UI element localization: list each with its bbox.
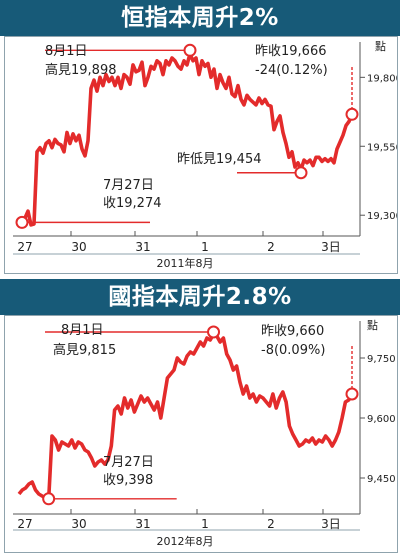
- annotation-close: 昨收9,660: [261, 324, 324, 339]
- chart-1-title: 恒指本周升2%: [0, 0, 400, 36]
- x-tick-label: 1: [201, 240, 209, 254]
- y-ticks: 9,450 9,600 9,750: [360, 354, 396, 485]
- x-axis-title: 2012年8月: [157, 534, 214, 548]
- x-tick-label: 27: [17, 240, 32, 254]
- y-tick-label: 19,300: [367, 211, 397, 222]
- annotation-change: -24(0.12%): [255, 63, 328, 78]
- chart-1-svg: 點 19,300 19,550 19,800 27 30 31 1 2 3日 8月1日 高見1…: [13, 40, 397, 270]
- y-tick-label: 19,550: [367, 142, 397, 153]
- x-ticks: 27 30 31 1 2 3日: [17, 231, 341, 254]
- x-ticks: 27 30 31 1 2 3日: [17, 509, 341, 531]
- annotation-prev-low: 昨低見19,454: [177, 152, 262, 167]
- markers: [42, 325, 359, 506]
- chart-2-title: 國指本周升2.8%: [0, 279, 400, 315]
- leader-lines: [45, 331, 353, 500]
- x-tick-label: 2: [267, 240, 275, 254]
- data-marker: [183, 43, 197, 57]
- y-tick-label: 9,600: [367, 414, 396, 425]
- x-tick-label: 3日: [321, 517, 341, 531]
- chart-2-svg: 點 9,450 9,600 9,750 27 30 31 1 2 3日 8月1日 高見9,81…: [13, 319, 396, 548]
- x-tick-label: 30: [71, 517, 86, 531]
- annotation-high-value: 高見9,815: [53, 342, 116, 358]
- annotation-low-date: 7月27日: [103, 455, 154, 470]
- data-marker: [207, 325, 221, 339]
- annotation-low-value: 收9,398: [103, 473, 153, 488]
- x-tick-label: 3日: [321, 240, 341, 254]
- x-axis-title: 2011年8月: [157, 256, 214, 270]
- x-tick-label: 1: [201, 517, 209, 531]
- x-tick-label: 31: [135, 240, 150, 254]
- annotation-high-date: 8月1日: [45, 44, 88, 59]
- annotation-high-value: 高見19,898: [45, 62, 117, 78]
- markers: [15, 43, 359, 229]
- leader-lines: [22, 49, 353, 224]
- y-ticks: 19,300 19,550 19,800: [360, 73, 397, 222]
- data-marker: [15, 215, 29, 229]
- chart-2-panel: 點 9,450 9,600 9,750 27 30 31 1 2 3日 8月1日 高見9,81…: [4, 315, 398, 553]
- series-line: [17, 52, 354, 227]
- x-tick-label: 31: [135, 517, 150, 531]
- annotation-low-date: 7月27日: [103, 178, 154, 193]
- annotation-high-date: 8月1日: [61, 323, 104, 338]
- x-tick-label: 30: [71, 240, 86, 254]
- unit-label: 點: [367, 319, 378, 332]
- data-marker: [294, 166, 308, 180]
- data-marker: [42, 492, 56, 506]
- data-marker: [345, 107, 359, 121]
- data-marker: [345, 387, 359, 401]
- x-tick-label: 2: [267, 517, 275, 531]
- y-tick-label: 9,450: [367, 474, 396, 485]
- annotation-low-value: 收19,274: [103, 196, 162, 211]
- annotation-change: -8(0.09%): [261, 343, 325, 358]
- y-tick-label: 19,800: [367, 73, 397, 84]
- annotation-close: 昨收19,666: [255, 44, 327, 59]
- y-tick-label: 9,750: [367, 354, 396, 365]
- chart-1-panel: 點 19,300 19,550 19,800 27 30 31 1 2 3日 8月1日 高見1…: [4, 36, 398, 274]
- unit-label: 點: [375, 40, 386, 53]
- series-line: [17, 332, 354, 501]
- x-tick-label: 27: [17, 517, 32, 531]
